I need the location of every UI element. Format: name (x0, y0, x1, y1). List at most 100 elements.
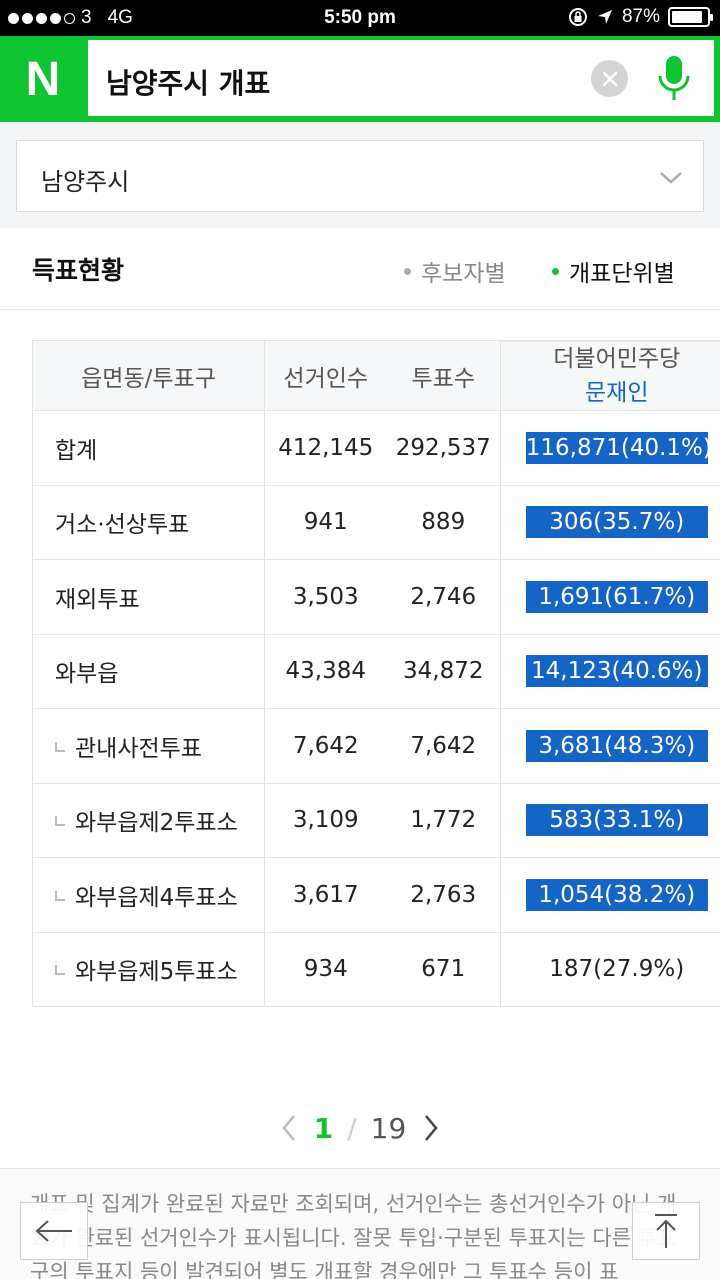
tab-bullet-icon (552, 267, 559, 275)
naver-logo[interactable]: N (25, 52, 61, 106)
arrow-up-icon (655, 1214, 677, 1248)
section-title: 득표현황 (32, 256, 125, 285)
carrier-label: 3 (81, 7, 92, 28)
row-unit-label: 와부읍 (55, 661, 119, 688)
row-voters: 934 (264, 932, 387, 1007)
prev-page-icon[interactable] (278, 1113, 300, 1143)
tab-by-candidate[interactable]: 후보자별 (404, 254, 506, 288)
row-candidate-cell: 583(33.1%) (500, 783, 720, 858)
row-voters: 941 (264, 485, 387, 560)
sub-item-indent-icon (55, 816, 65, 827)
table-row: 합계 412,145 292,537 116,871(40.1%) (32, 410, 720, 486)
row-unit-name: 합계 (32, 410, 265, 486)
row-candidate-cell: 3,681(48.3%) (500, 708, 720, 784)
sub-item-indent-icon (55, 890, 65, 901)
row-voters: 43,384 (264, 634, 387, 709)
region-selector-area: 남양주시 (0, 122, 720, 228)
row-unit-label: 와부읍제5투표소 (75, 959, 238, 986)
header-votes: 투표수 (386, 340, 501, 411)
candidate-name: 문재인 (585, 380, 649, 406)
status-time: 5:50 pm (324, 7, 396, 28)
row-candidate-cell: 1,691(61.7%) (500, 559, 720, 635)
row-candidate-cell: 1,054(38.2%) (500, 857, 720, 933)
table-row: 와부읍 43,384 34,872 14,123(40.6%) (32, 634, 720, 709)
row-votes: 2,763 (386, 857, 501, 933)
microphone-icon[interactable] (654, 54, 694, 104)
status-right: 87% (568, 6, 713, 28)
row-unit-name: 와부읍 (32, 634, 265, 709)
total-pages: 19 (370, 1111, 407, 1145)
row-unit-name: 와부읍제2투표소 (32, 783, 265, 858)
table-row: 와부읍제2투표소 3,109 1,772 583(33.1%) (32, 783, 720, 858)
header-unit: 읍면동/투표구 (32, 340, 265, 411)
clear-search-button[interactable] (591, 60, 628, 97)
notice-text: 개표 및 집계가 완료된 자료만 조회되며, 선거인수는 총선거인수가 아닌 개… (30, 1192, 677, 1279)
leading-result-badge: 1,054(38.2%) (525, 878, 708, 911)
network-label: 4G (107, 7, 133, 28)
chevron-down-icon (660, 172, 682, 184)
sub-item-indent-icon (55, 741, 65, 752)
row-votes: 34,872 (386, 634, 501, 709)
leading-result-badge: 116,871(40.1%) (525, 431, 712, 464)
leading-result-badge: 583(33.1%) (525, 804, 708, 837)
region-selected-label: 남양주시 (41, 168, 130, 196)
row-unit-label: 와부읍제4투표소 (75, 884, 238, 911)
results-table: 읍면동/투표구 선거인수 투표수 더불어민주당 문재인 합계 412,145 292… (32, 340, 720, 1007)
row-votes: 292,537 (386, 410, 501, 486)
row-unit-label: 관내사전투표 (75, 735, 202, 762)
search-query[interactable]: 남양주시 개표 (106, 67, 271, 100)
sub-item-indent-icon (55, 965, 65, 976)
party-name: 더불어민주당 (553, 346, 681, 372)
row-unit-label: 거소·선상투표 (55, 512, 190, 539)
current-page: 1 (313, 1111, 334, 1145)
location-arrow-icon (597, 10, 612, 24)
scroll-to-top-button[interactable] (632, 1202, 700, 1260)
candidate-result: 187(27.9%) (549, 956, 685, 983)
leading-result-badge: 1,691(61.7%) (525, 580, 708, 613)
header-voters: 선거인수 (264, 340, 387, 411)
row-voters: 7,642 (264, 708, 387, 784)
table-row: 거소·선상투표 941 889 306(35.7%) (32, 485, 720, 560)
back-button[interactable] (20, 1202, 88, 1260)
pagination: 1 / 19 (0, 1098, 720, 1158)
region-dropdown[interactable]: 남양주시 (16, 140, 704, 212)
status-left: 3 4G (8, 7, 133, 29)
row-unit-name: 재외투표 (32, 559, 265, 635)
row-votes: 1,772 (386, 783, 501, 858)
battery-icon (668, 7, 713, 27)
next-page-icon[interactable] (420, 1113, 442, 1143)
row-votes: 7,642 (386, 708, 501, 784)
row-candidate-cell: 14,123(40.6%) (500, 634, 720, 709)
row-unit-name: 와부읍제4투표소 (32, 857, 265, 933)
tab-by-counting-unit[interactable]: 개표단위별 (552, 254, 675, 288)
row-voters: 3,617 (264, 857, 387, 933)
close-icon (602, 71, 617, 86)
row-candidate-cell: 116,871(40.1%) (500, 410, 720, 486)
leading-result-badge: 3,681(48.3%) (525, 729, 708, 762)
notice-area: 개표 및 집계가 완료된 자료만 조회되며, 선거인수는 총선거인수가 아닌 개… (0, 1168, 720, 1279)
row-voters: 412,145 (264, 410, 387, 486)
arrow-left-icon (35, 1220, 72, 1242)
row-unit-name: 와부읍제5투표소 (32, 932, 265, 1007)
row-candidate-cell: 187(27.9%) (500, 932, 720, 1007)
row-voters: 3,109 (264, 783, 387, 858)
signal-strength-icon (8, 12, 75, 24)
table-row: 와부읍제5투표소 934 671 187(27.9%) (32, 932, 720, 1007)
row-unit-label: 합계 (55, 437, 98, 464)
leading-result-badge: 14,123(40.6%) (525, 655, 708, 688)
table-row: 와부읍제4투표소 3,617 2,763 1,054(38.2%) (32, 857, 720, 933)
orientation-lock-icon (568, 8, 587, 26)
leading-result-badge: 306(35.7%) (525, 506, 708, 539)
row-votes: 889 (386, 485, 501, 560)
row-voters: 3,503 (264, 559, 387, 635)
tab-label: 개표단위별 (569, 261, 675, 287)
status-bar: 3 4G 5:50 pm 87% (0, 0, 720, 36)
battery-level (672, 11, 702, 23)
search-input[interactable]: 남양주시 개표 (88, 40, 714, 116)
row-votes: 671 (386, 932, 501, 1007)
battery-percent: 87% (621, 6, 660, 27)
row-unit-name: 관내사전투표 (32, 708, 265, 784)
tab-bullet-icon (404, 267, 411, 275)
search-header: N 남양주시 개표 (0, 36, 720, 122)
tab-label: 후보자별 (421, 261, 506, 287)
